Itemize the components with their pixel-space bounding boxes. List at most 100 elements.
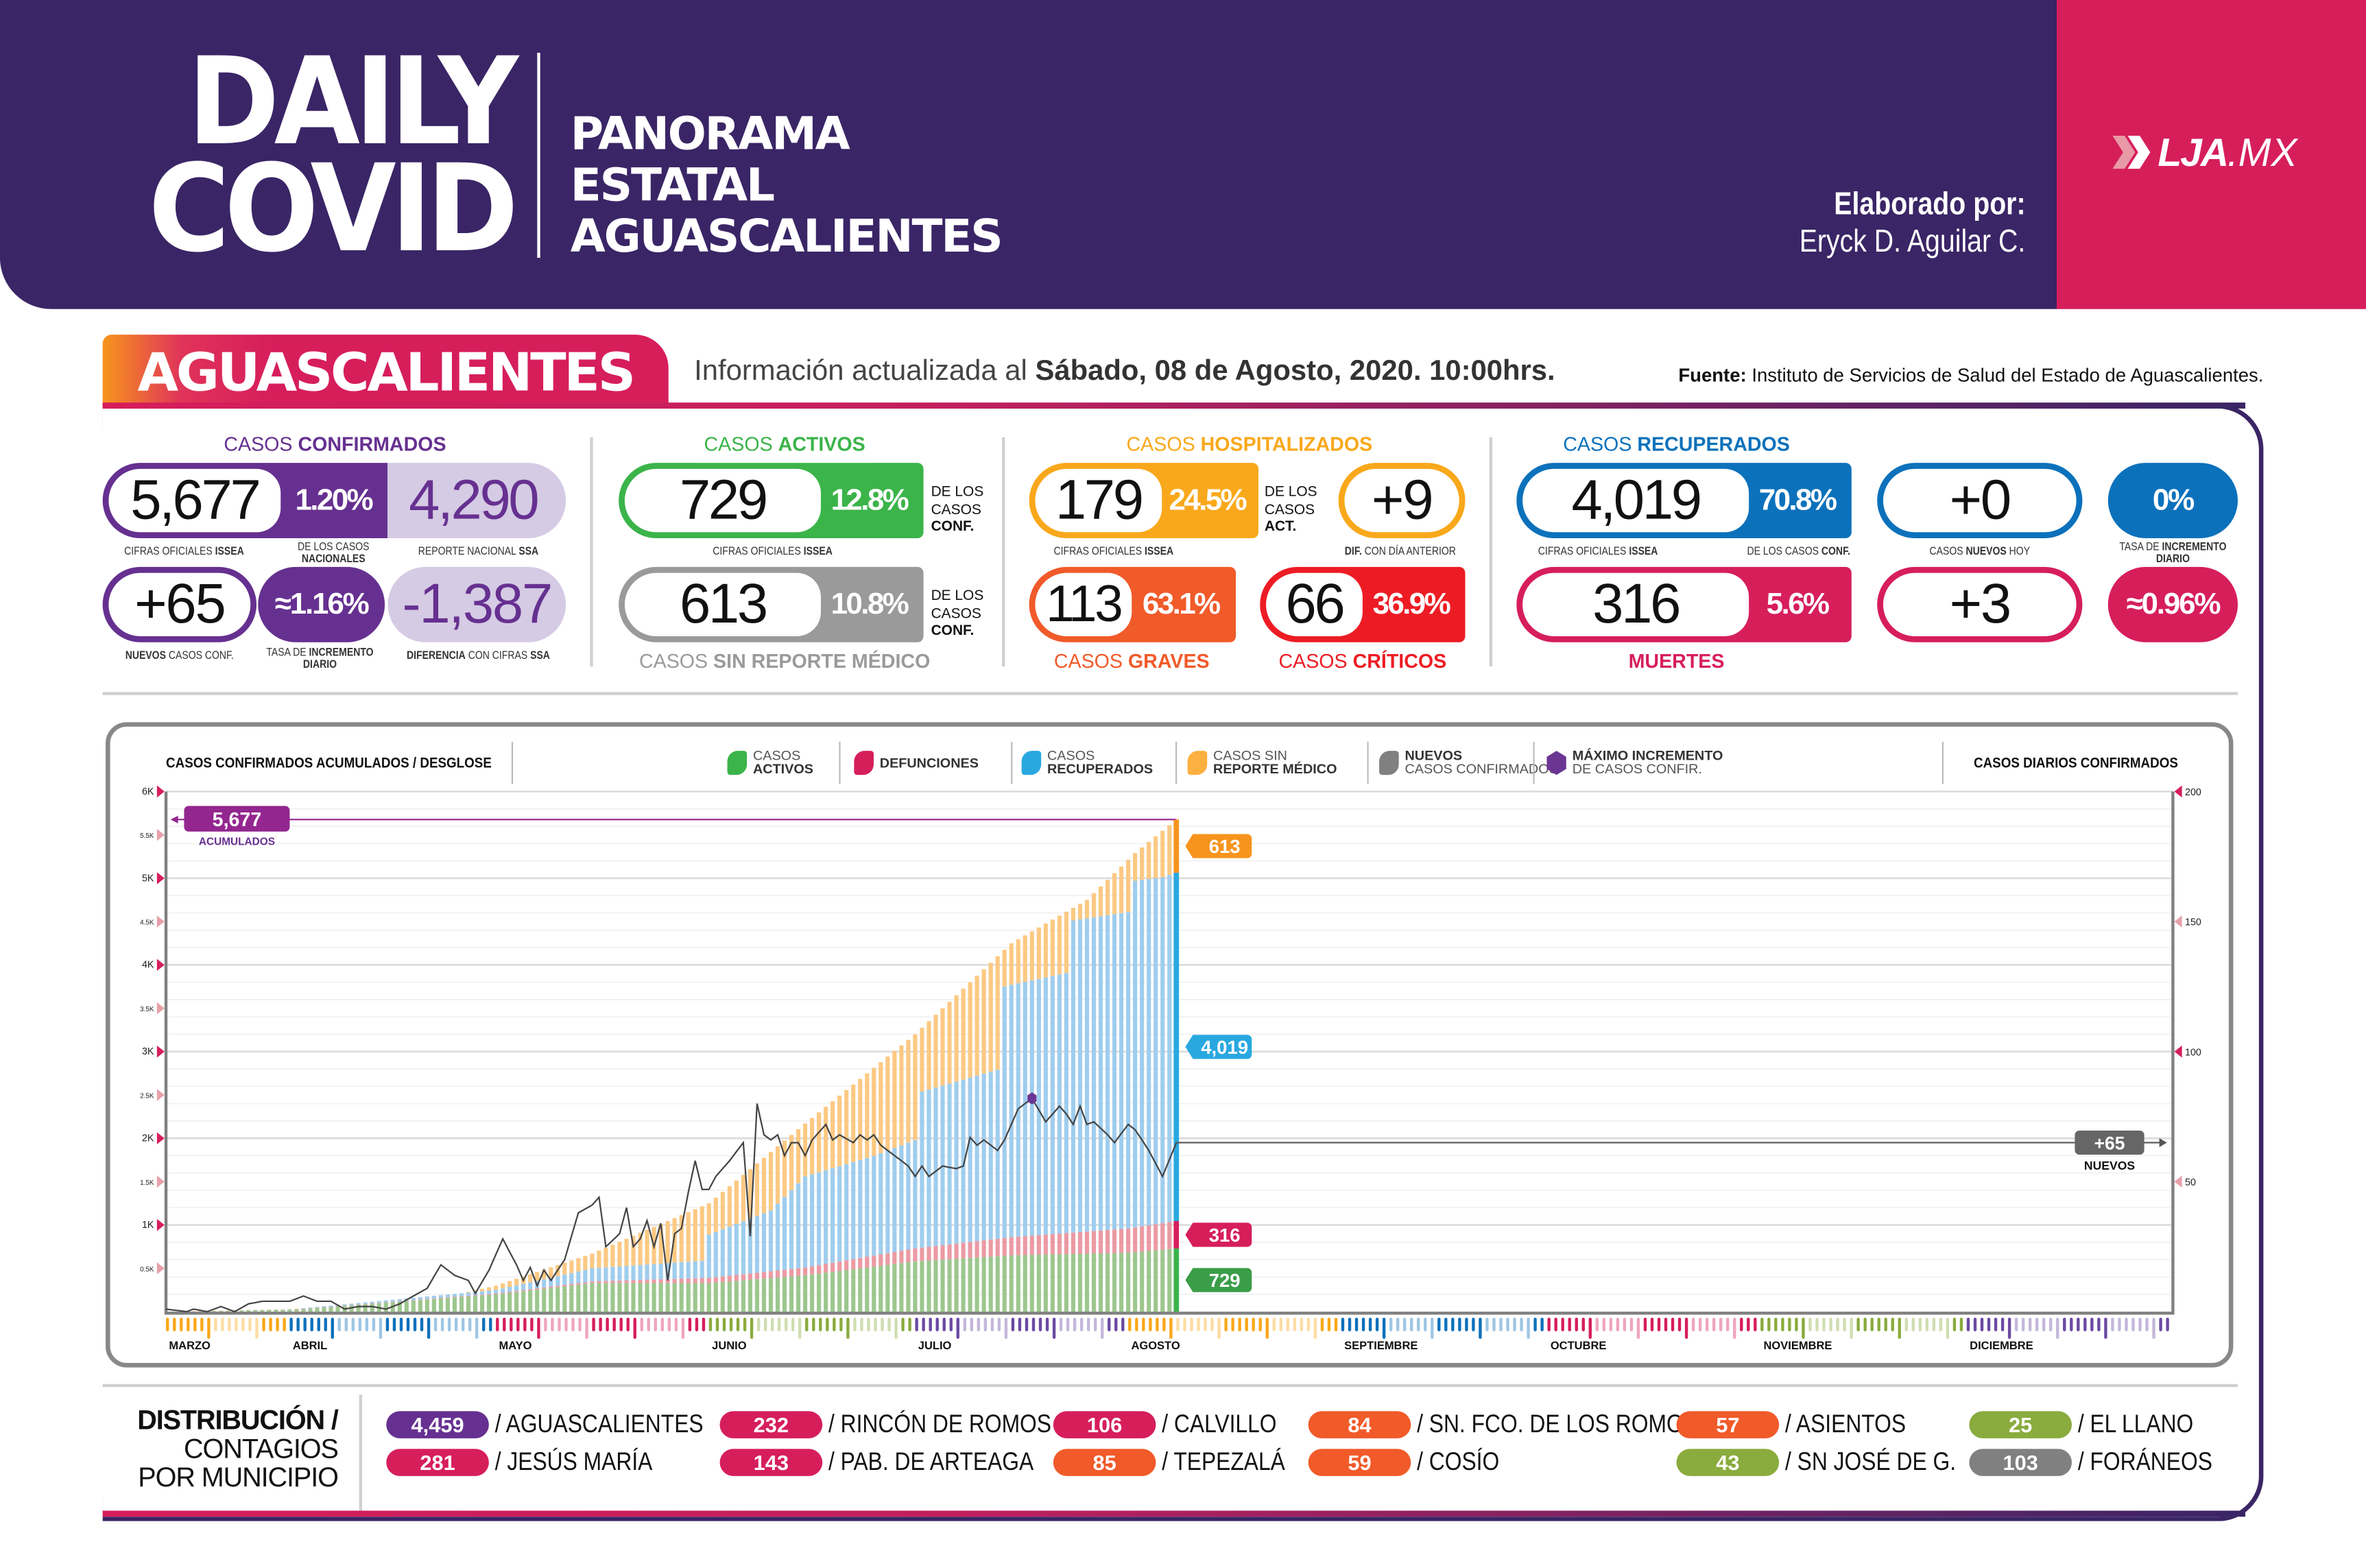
bar-unreported bbox=[232, 1310, 237, 1311]
bar-deaths bbox=[1050, 1233, 1055, 1255]
bar-deaths bbox=[975, 1241, 979, 1258]
lja-logo[interactable]: LJA .MX bbox=[2112, 129, 2297, 174]
bar-active bbox=[1043, 1254, 1048, 1312]
bar-unreported bbox=[817, 1112, 822, 1172]
recovered-title: CASOS RECUPERADOS bbox=[1563, 433, 1790, 456]
bar-active bbox=[706, 1283, 711, 1312]
bar-deaths bbox=[535, 1288, 540, 1290]
bar-recovered bbox=[486, 1290, 492, 1294]
bar-active bbox=[672, 1283, 677, 1312]
bar-active bbox=[452, 1297, 457, 1312]
recovered-label-pct: DE LOS CASOS CONF. bbox=[1747, 544, 1850, 558]
y-tick-label: 1.5K bbox=[140, 1179, 154, 1187]
bar-recovered bbox=[1119, 913, 1124, 1229]
bar-recovered bbox=[459, 1293, 464, 1296]
bar-active bbox=[555, 1287, 560, 1312]
bar-unreported bbox=[514, 1279, 519, 1286]
bar-recovered bbox=[418, 1296, 422, 1300]
bar-deaths bbox=[741, 1274, 745, 1281]
callout-recovered: 4,019 bbox=[1185, 1035, 1252, 1059]
municipality-count: 281 bbox=[386, 1449, 489, 1476]
month-label: OCTUBRE bbox=[1551, 1340, 1607, 1352]
bar-active bbox=[397, 1301, 402, 1312]
bar-deaths bbox=[1147, 1225, 1151, 1251]
bar-active bbox=[796, 1275, 801, 1312]
bar-recovered bbox=[782, 1196, 787, 1270]
bar-active bbox=[720, 1281, 725, 1312]
bar-active bbox=[879, 1266, 883, 1312]
bar-deaths bbox=[802, 1267, 808, 1276]
bar-unreported bbox=[1147, 841, 1151, 880]
municipality-name: / AGUASCALIENTES bbox=[494, 1410, 704, 1438]
bar-deaths bbox=[452, 1296, 457, 1298]
bar-recovered bbox=[597, 1268, 601, 1281]
updated-prefix: Información actualizada al bbox=[694, 355, 1036, 388]
bar-unreported bbox=[658, 1224, 663, 1264]
bar-unreported bbox=[294, 1308, 299, 1310]
bar-unreported bbox=[865, 1073, 870, 1158]
bar-active bbox=[562, 1286, 567, 1312]
bar-active bbox=[239, 1310, 244, 1312]
bar-unreported bbox=[549, 1267, 553, 1278]
bar-deaths bbox=[748, 1273, 752, 1280]
bar-unreported bbox=[191, 1311, 196, 1312]
bar-recovered bbox=[232, 1310, 237, 1312]
bar-unreported bbox=[858, 1078, 863, 1160]
bar-unreported bbox=[1105, 880, 1110, 915]
unreported-title: CASOS SIN REPORTE MÉDICO bbox=[638, 649, 931, 673]
bar-unreported bbox=[542, 1269, 547, 1279]
bar-deaths bbox=[555, 1286, 560, 1288]
month-label: MAYO bbox=[499, 1340, 531, 1352]
bar-deaths bbox=[700, 1278, 704, 1283]
bar-recovered bbox=[631, 1265, 636, 1281]
divider bbox=[1001, 437, 1005, 666]
legend-divider bbox=[1011, 741, 1013, 784]
source-label: Fuente: bbox=[1678, 365, 1747, 386]
recovered-pill: 4,019 70.8% bbox=[1516, 463, 1852, 539]
bar-active bbox=[920, 1261, 924, 1312]
bar-active bbox=[851, 1269, 856, 1312]
bar-recovered bbox=[1071, 920, 1076, 1233]
hospitalized-value: 179 bbox=[1035, 468, 1162, 533]
confirmed-total: 5,677 bbox=[108, 468, 281, 533]
y-tick-label: 0.5K bbox=[140, 1266, 154, 1273]
bar-deaths bbox=[638, 1279, 643, 1283]
bar-recovered bbox=[1147, 879, 1151, 1226]
callout-badge bbox=[1185, 1035, 1252, 1059]
bar-active bbox=[1071, 1253, 1076, 1312]
logo-text: LJA bbox=[2158, 129, 2229, 174]
municipality-count: 57 bbox=[1676, 1411, 1780, 1438]
bar-unreported bbox=[940, 1008, 945, 1086]
bar-deaths bbox=[425, 1299, 429, 1300]
bar-active bbox=[479, 1295, 485, 1312]
bar-active bbox=[927, 1260, 931, 1312]
bar-deaths bbox=[954, 1243, 959, 1259]
bar-deaths bbox=[383, 1302, 388, 1303]
bar-active bbox=[899, 1263, 904, 1312]
bar-deaths bbox=[927, 1246, 931, 1261]
bar-active bbox=[947, 1259, 952, 1312]
bar-deaths bbox=[933, 1246, 938, 1260]
bar-unreported bbox=[246, 1310, 251, 1311]
bar-unreported bbox=[219, 1310, 224, 1312]
label-daily-rate: TASA DE INCREMENTO DIARIO bbox=[266, 645, 374, 671]
bar-active bbox=[1023, 1255, 1027, 1312]
bar-unreported bbox=[734, 1180, 739, 1225]
bar-active bbox=[906, 1262, 911, 1312]
bar-active bbox=[370, 1303, 374, 1312]
bar-recovered bbox=[1105, 915, 1110, 1230]
bar-deaths bbox=[1023, 1235, 1027, 1255]
bar-unreported bbox=[789, 1135, 794, 1190]
unreported-value: 613 bbox=[624, 572, 821, 636]
bar-unreported bbox=[576, 1258, 581, 1272]
tick-marker-icon bbox=[156, 1132, 165, 1145]
bar-active bbox=[315, 1307, 320, 1312]
bar-deaths bbox=[624, 1280, 629, 1283]
legend-swatch-icon bbox=[1379, 751, 1399, 775]
bar-recovered bbox=[858, 1159, 863, 1258]
bar-unreported bbox=[693, 1209, 697, 1262]
bar-unreported bbox=[768, 1152, 774, 1211]
bar-recovered bbox=[1091, 917, 1097, 1231]
bar-recovered bbox=[968, 1077, 972, 1242]
bar-recovered bbox=[1009, 985, 1014, 1238]
